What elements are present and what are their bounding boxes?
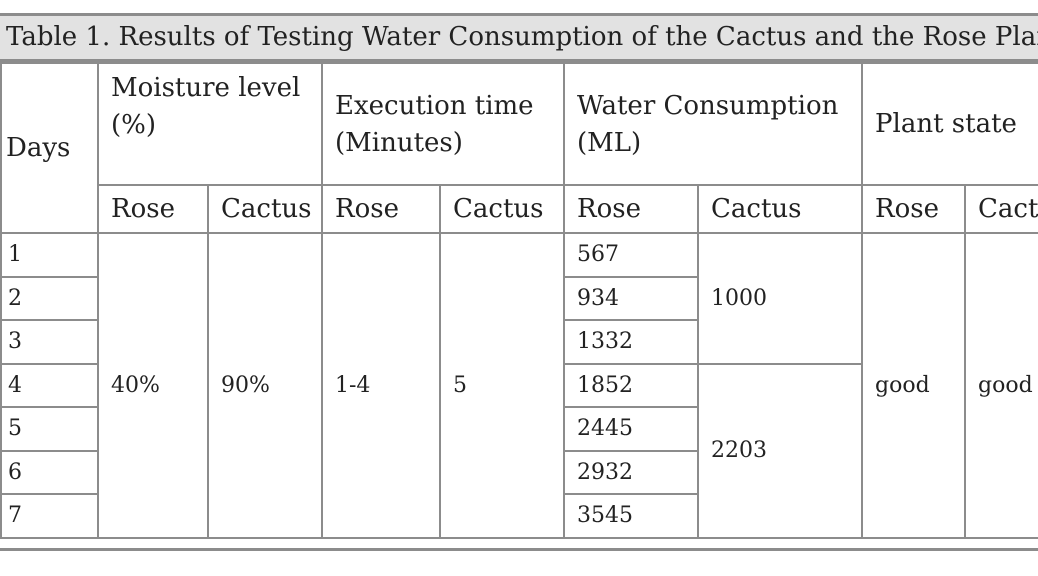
table-row: 4 1852 2203 [0,362,1038,539]
subheader-state-cactus: Cactus [964,184,1038,234]
day-cell: 5 [0,406,99,452]
table-row: 6 2932 [0,449,1038,495]
table-row: 2 934 [0,275,1038,321]
table-caption: Table 1. Results of Testing Water Consum… [0,13,1038,62]
subheader-state-rose: Rose [861,184,967,234]
table-row: 1 40% 90% 1-4 5 567 1000 good good [0,232,1038,539]
subheader-moisture-rose: Rose [97,184,209,234]
header-water-line1: Water Consumption [577,91,839,121]
header-plant-state: Plant state [861,62,1038,186]
subheader-water-rose: Rose [563,184,700,234]
execution-rose-value: 1-4 [321,232,441,539]
header-execution-line1: Execution time [335,91,534,121]
plant-state-cactus-value: good [964,232,1038,539]
water-rose-cell: 3545 [563,493,700,539]
water-rose-cell: 2932 [563,449,700,495]
water-rose-cell: 1332 [563,319,700,365]
plant-state-rose-value: good [861,232,967,539]
subheader-execution-rose: Rose [321,184,441,234]
table-bottom-rule [0,548,1038,551]
table-row: 7 3545 [0,493,1038,539]
water-rose-cell: 2445 [563,406,700,452]
day-cell: 7 [0,493,99,539]
day-cell: 6 [0,449,99,495]
day-cell: 4 [0,362,99,408]
water-rose-cell: 567 [563,232,700,278]
water-cactus-value: 1000 [697,232,864,365]
header-water-consumption: Water Consumption (ML) [563,62,864,186]
water-rose-cell: 1852 [563,362,700,408]
header-row-main: Days Moisture level (%) Execution time (… [0,62,1038,234]
header-moisture-line2: (%) [111,110,156,140]
table-row: 5 2445 [0,406,1038,452]
header-water-line2: (ML) [577,128,642,158]
header-days: Days [0,62,99,234]
water-rose-cell: 934 [563,275,700,321]
header-moisture-line1: Moisture level [111,73,301,103]
header-row-sub: Rose Cactus Rose Cactus Rose Cactus Rose… [1,184,1038,234]
subheader-moisture-cactus: Cactus [207,184,323,234]
moisture-rose-value: 40% [97,232,209,539]
moisture-cactus-value: 90% [207,232,323,539]
subheader-execution-cactus: Cactus [438,184,566,234]
day-cell: 3 [0,319,99,365]
header-execution-line2: (Minutes) [335,128,463,158]
table-row: 3 1332 [0,319,1038,365]
header-execution-time: Execution time (Minutes) [320,62,566,186]
header-moisture: Moisture level (%) [97,62,323,186]
subheader-water-cactus: Cactus [697,184,864,234]
water-cactus-value: 2203 [697,362,864,539]
execution-cactus-value: 5 [438,232,566,539]
day-cell: 2 [0,275,99,321]
day-cell: 1 [0,232,99,278]
results-table: Days Moisture level (%) Execution time (… [0,62,1038,539]
